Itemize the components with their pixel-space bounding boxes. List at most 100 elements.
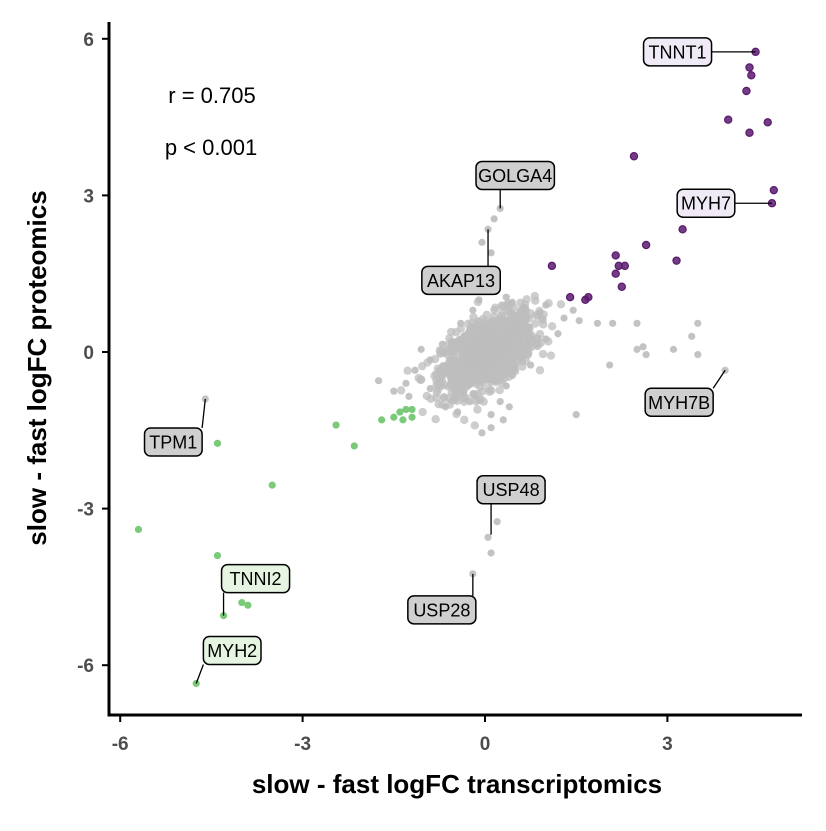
scatter-point-neutral	[472, 345, 480, 353]
scatter-point-neutral	[721, 366, 729, 374]
scatter-point-neutral	[464, 368, 474, 378]
scatter-point-neutral	[470, 421, 479, 430]
scatter-point-neutral	[438, 340, 447, 348]
scatter-point-neutral	[694, 351, 702, 359]
scatter-point-neutral	[487, 249, 495, 257]
scatter-point-neutral	[469, 306, 477, 314]
scatter-point-neutral	[484, 533, 492, 541]
gene-label-text: USP48	[483, 480, 540, 500]
scatter-point-up	[629, 152, 639, 161]
scatter-point-neutral	[487, 386, 496, 395]
scatter-point-up	[617, 282, 627, 291]
scatter-point-neutral	[535, 366, 545, 375]
scatter-point-neutral	[560, 314, 568, 322]
gene-label-myh2: MYH2	[195, 635, 262, 684]
gene-label-myh7: MYH7	[676, 188, 772, 218]
y-tick-label: -3	[77, 500, 94, 521]
gene-label-usp48: USP48	[476, 474, 546, 535]
scatter-point-neutral	[451, 328, 461, 337]
gene-label-text: GOLGA4	[478, 166, 552, 186]
gene-label-text: TNNT1	[649, 42, 707, 62]
scatter-point-neutral	[471, 397, 481, 406]
scatter-point-neutral	[546, 351, 556, 360]
scatter-point-neutral	[523, 324, 532, 333]
gene-label-tnni2: TNNI2	[220, 563, 291, 616]
scatter-point-neutral	[669, 345, 678, 353]
scatter-point-neutral	[495, 386, 504, 395]
scatter-point-up	[678, 225, 687, 234]
scatter-point-down	[408, 405, 416, 414]
y-tick-label: 0	[83, 343, 94, 364]
scatter-point-up	[547, 261, 557, 271]
scatter-point-up	[745, 128, 754, 137]
scatter-point-neutral	[606, 361, 614, 369]
scatter-point-neutral	[501, 325, 510, 334]
scatter-point-neutral	[493, 317, 501, 325]
scatter-point-neutral	[538, 315, 547, 324]
scatter-point-neutral	[490, 215, 498, 223]
scatter-point-up	[611, 251, 620, 260]
scatter-point-down	[332, 421, 340, 429]
scatter-point-neutral	[479, 397, 488, 406]
scatter-point-neutral	[475, 324, 483, 333]
scatter-point-neutral	[467, 318, 477, 328]
r-annotation: r = 0.705	[168, 83, 255, 108]
scatter-point-neutral	[460, 332, 468, 340]
scatter-point-up	[763, 118, 772, 127]
scatter-point-neutral	[478, 429, 486, 437]
scatter-point-neutral	[512, 336, 522, 345]
scatter-point-neutral	[472, 379, 481, 389]
scatter-point-up	[581, 295, 590, 304]
scatter-point-neutral	[514, 319, 523, 327]
scatter-point-neutral	[411, 366, 419, 374]
scatter-point-neutral	[530, 291, 539, 301]
scatter-point-up	[672, 256, 681, 265]
scatter-point-down	[213, 551, 222, 560]
scatter-point-neutral	[418, 407, 427, 417]
gene-label-text: USP28	[413, 600, 470, 620]
gene-label-leader	[201, 398, 206, 429]
points-layer	[134, 47, 779, 688]
scatter-point-down	[399, 416, 407, 424]
scatter-point-down	[378, 416, 386, 424]
scatter-point-down	[244, 601, 252, 609]
scatter-point-neutral	[460, 387, 468, 395]
scatter-point-neutral	[484, 225, 492, 233]
scatter-point-neutral	[508, 298, 516, 307]
scatter-point-neutral	[517, 353, 526, 361]
scatter-point-neutral	[495, 339, 505, 349]
scatter-point-neutral	[633, 319, 641, 327]
scatter-point-neutral	[522, 295, 531, 304]
scatter-point-neutral	[449, 352, 459, 362]
scatter-point-neutral	[478, 238, 486, 246]
scatter-point-neutral	[639, 343, 647, 351]
scatter-point-neutral	[417, 345, 425, 353]
scatter-point-neutral	[475, 356, 485, 366]
scatter-point-neutral	[542, 301, 550, 309]
scatter-point-up	[742, 86, 751, 96]
scatter-point-neutral	[487, 411, 495, 419]
gene-label-box	[220, 563, 291, 594]
scatter-point-down	[402, 405, 410, 414]
scatter-point-neutral	[502, 293, 510, 301]
scatter-point-neutral	[533, 340, 541, 348]
scatter-point-down	[238, 598, 246, 607]
scatter-point-up	[724, 115, 733, 124]
gene-label-box	[475, 160, 556, 191]
scatter-point-neutral	[490, 377, 498, 385]
scatter-point-neutral	[463, 380, 472, 390]
scatter-point-neutral	[642, 351, 650, 359]
scatter-point-neutral	[501, 366, 510, 375]
scatter-point-neutral	[432, 393, 441, 403]
scatter-point-neutral	[694, 319, 702, 327]
scatter-point-neutral	[403, 366, 412, 375]
scatter-point-neutral	[431, 414, 440, 424]
gene-label-box	[676, 188, 736, 218]
x-tick-label: -3	[294, 734, 311, 755]
scatter-point-neutral	[542, 335, 550, 343]
scatter-point-neutral	[520, 304, 529, 312]
scatter-point-neutral	[447, 377, 456, 385]
scatter-point-up	[641, 240, 651, 250]
scatter-point-neutral	[454, 408, 462, 416]
scatter-point-neutral	[434, 400, 443, 409]
